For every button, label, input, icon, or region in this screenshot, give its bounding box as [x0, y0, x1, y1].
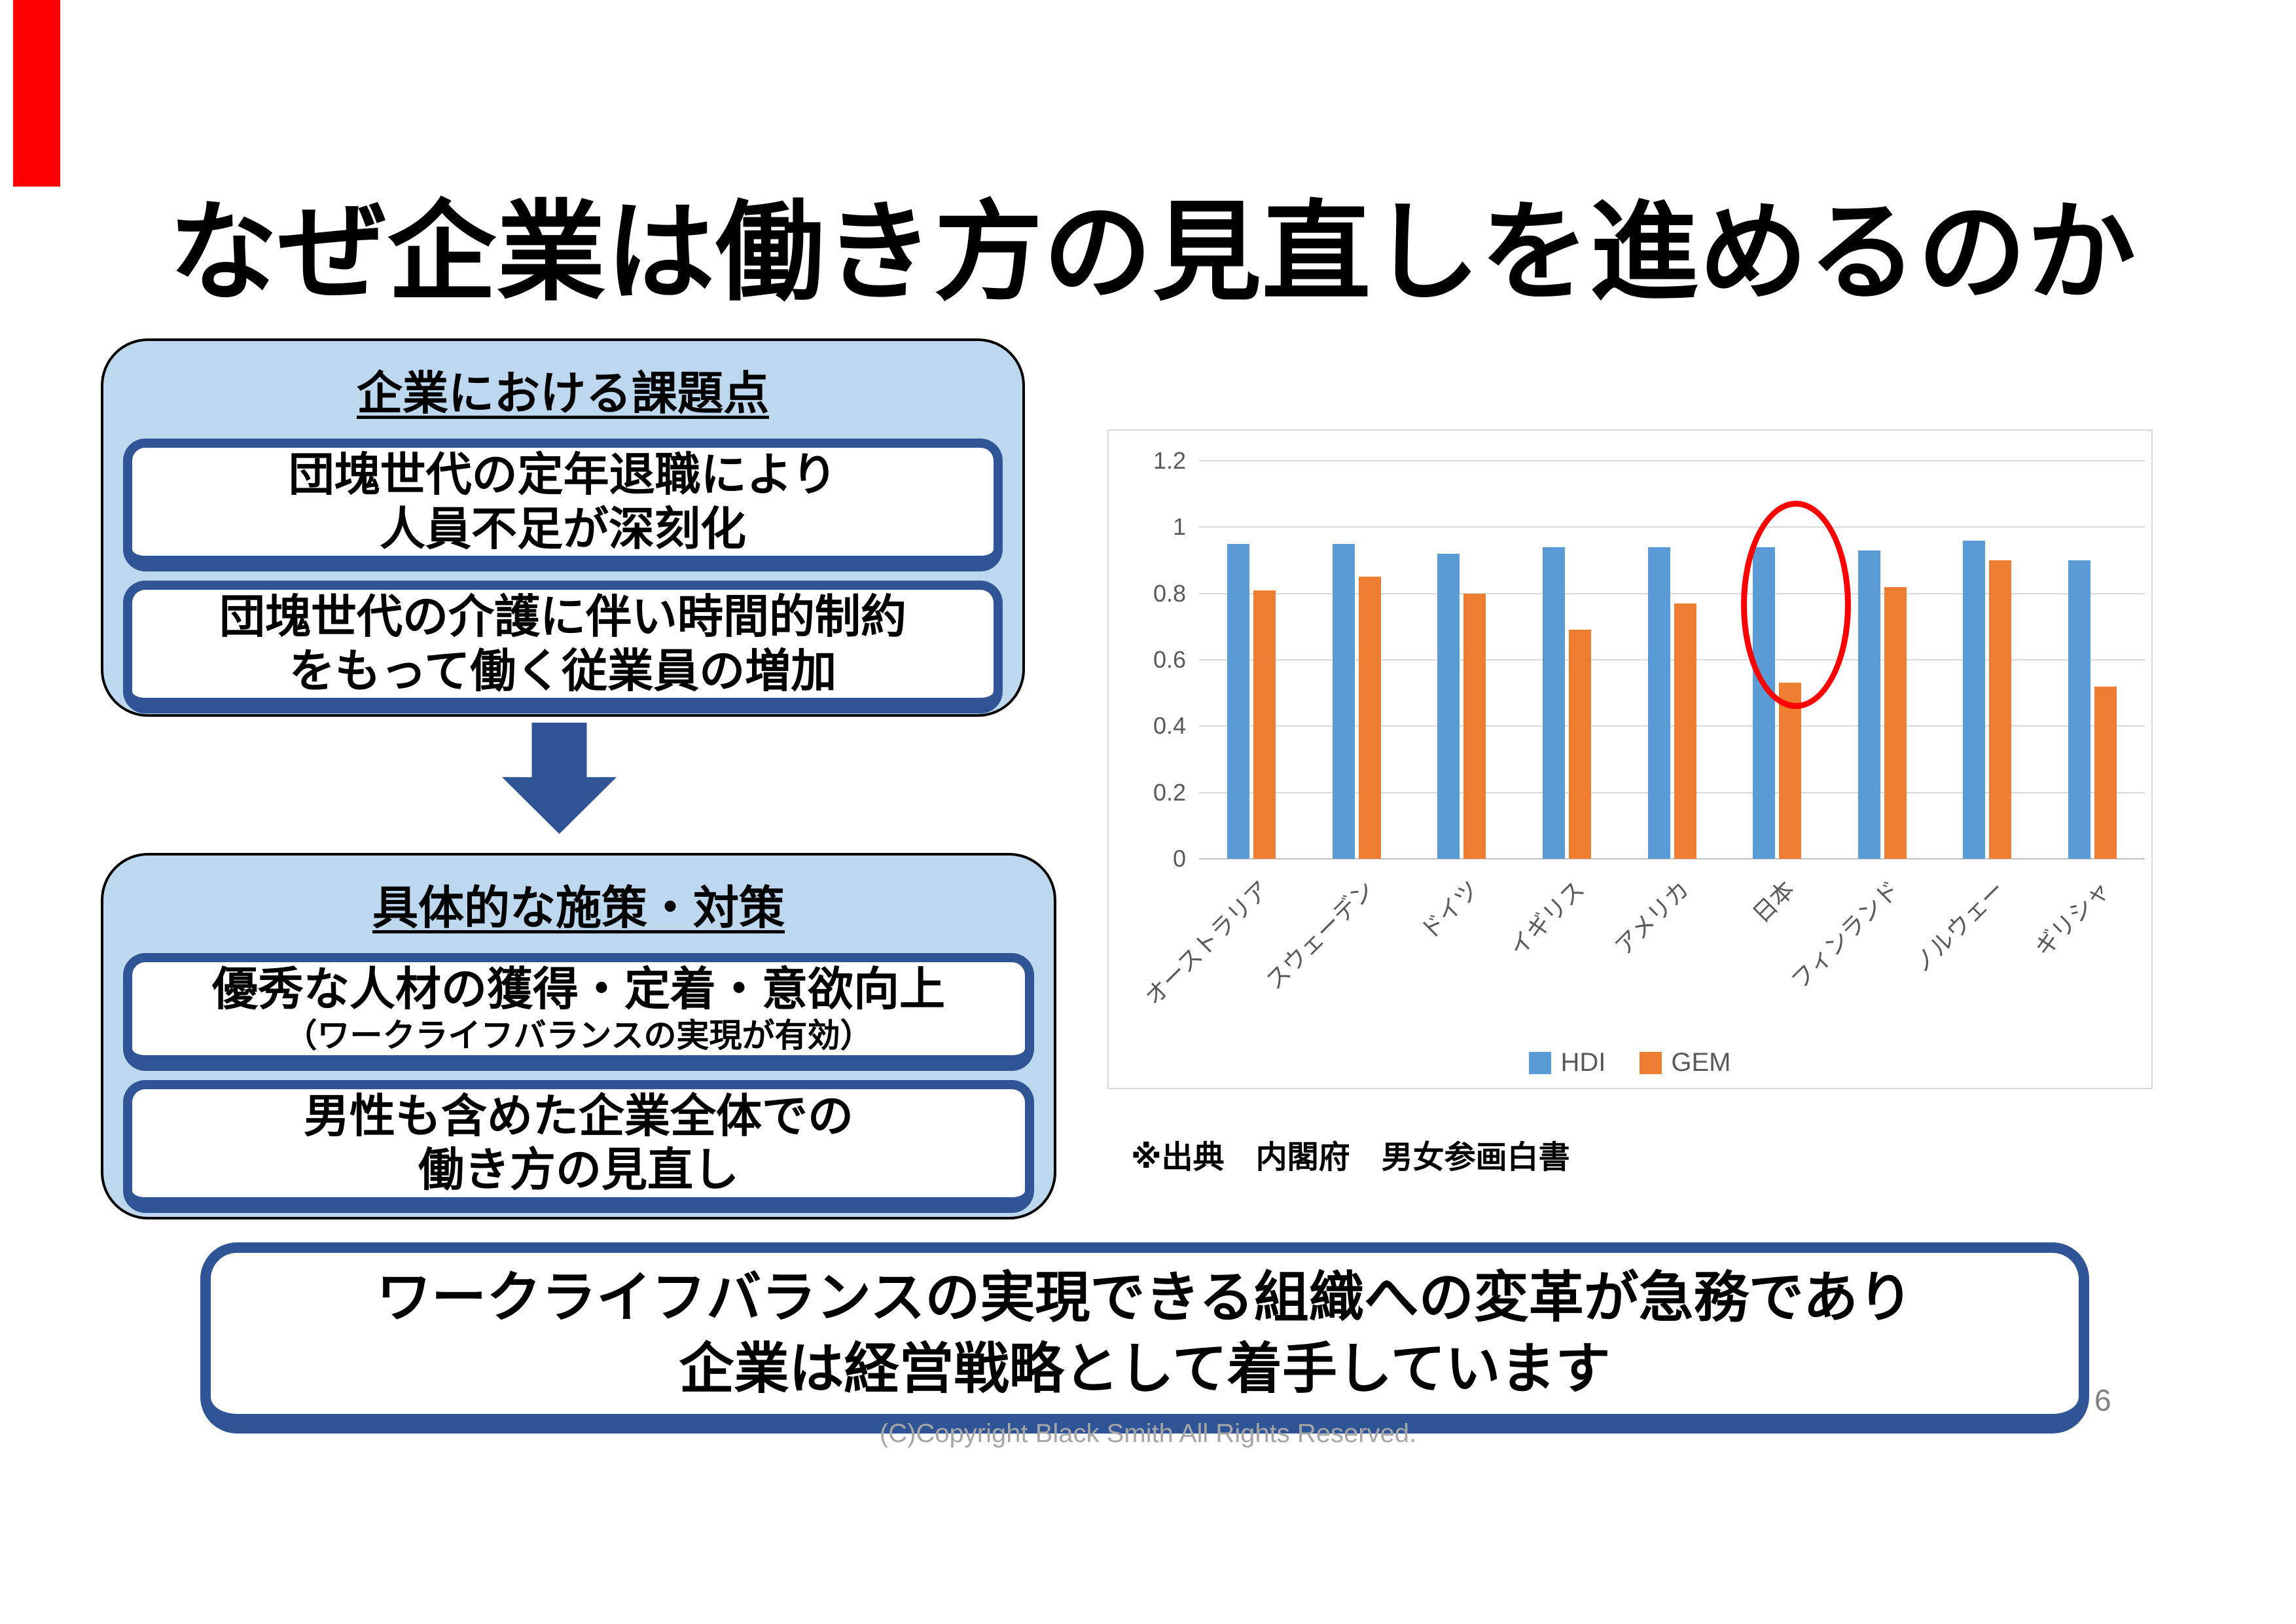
- measure-item-talent-line2: （ワークライフバランスの実現が有効）: [284, 1017, 873, 1054]
- chart-source-note: ※出典 内閣府 男女参画白書: [1131, 1140, 1570, 1175]
- bar-group-オーストラリア: オーストラリア: [1139, 461, 1304, 1011]
- page-title: なぜ企業は働き方の見直しを進めるのか: [169, 192, 2136, 314]
- y-axis-tick-0.4: 0.4: [1153, 712, 1186, 740]
- issue-item-caregiving-line1: 団塊世代の介護に伴い時間的制約: [219, 591, 906, 643]
- legend-item-hdi: HDI: [1529, 1048, 1605, 1077]
- issues-panel-header: 企業における課題点: [357, 368, 769, 419]
- y-axis-tick-1.2: 1.2: [1153, 447, 1186, 474]
- measures-panel-header: 具体的な施策・対策: [372, 882, 785, 933]
- issue-item-retirement: 団塊世代の定年退職により 人員不足が深刻化: [123, 439, 1003, 572]
- bar-group-アメリカ: アメリカ: [1610, 461, 1725, 960]
- bar-group-ギリシャ: ギリシャ: [2030, 461, 2145, 961]
- issue-item-caregiving-line2: をもって働く従業員の増加: [289, 645, 837, 696]
- y-axis-tick-0.6: 0.6: [1153, 646, 1186, 673]
- down-arrow-icon: [502, 723, 617, 834]
- bar-gem-ギリシャ: [2094, 686, 2117, 859]
- bar-chart-plot-area: 0 0.2 0.4 0.6 0.8 1 1.2 オーストラリア スウェーデン ドイツ イギリス アメリ…: [1139, 448, 2145, 1011]
- measures-panel: 具体的な施策・対策 優秀な人材の獲得・定着・意欲向上 （ワークライフバランスの実…: [101, 853, 1056, 1219]
- bar-groups: オーストラリア スウェーデン ドイツ イギリス アメリカ 日本 フィンランド ノルウェー ギリシ…: [1139, 461, 2145, 1011]
- gridline-1: [1199, 526, 2145, 528]
- bar-hdi-オーストラリア: [1227, 543, 1250, 859]
- legend-swatch-gem: [1640, 1051, 1662, 1074]
- chart-legend: HDI GEM: [1109, 1048, 2151, 1077]
- y-axis-tick-0.8: 0.8: [1153, 579, 1186, 607]
- bar-hdi-ノルウェー: [1963, 540, 1986, 859]
- legend-swatch-hdi: [1529, 1051, 1552, 1074]
- red-corner-marker: [13, 0, 60, 187]
- highlight-ellipse: [1741, 501, 1852, 710]
- bar-gem-スウェーデン: [1358, 577, 1381, 859]
- bar-gem-ノルウェー: [1989, 560, 2012, 859]
- y-axis-tick-1: 1: [1172, 513, 1186, 541]
- bar-hdi-ドイツ: [1437, 553, 1460, 859]
- gridline-0.4: [1199, 725, 2145, 727]
- x-axis-label-ドイツ: ドイツ: [1415, 875, 1485, 945]
- bar-hdi-ギリシャ: [2068, 560, 2090, 859]
- y-axis-tick-0.2: 0.2: [1153, 778, 1186, 806]
- conclusion-box: ワークライフバランスの実現できる組織への変革が急務であり 企業は経営戦略として着…: [200, 1242, 2089, 1434]
- measure-item-workstyle-line2: 働き方の見直し: [418, 1144, 739, 1196]
- issue-item-retirement-line2: 人員不足が深刻化: [380, 503, 746, 554]
- x-axis-label-イギリス: イギリス: [1503, 875, 1590, 962]
- bar-group-ノルウェー: ノルウェー: [1908, 461, 2040, 978]
- bar-group-フィンランド: フィンランド: [1786, 461, 1935, 994]
- gridline-0: [1199, 858, 2145, 859]
- x-axis-label-ノルウェー: ノルウェー: [1907, 875, 2010, 978]
- gridline-0.6: [1199, 659, 2145, 660]
- issues-panel: 企業における課題点 団塊世代の定年退職により 人員不足が深刻化 団塊世代の介護に…: [101, 338, 1025, 717]
- bar-hdi-スウェーデン: [1332, 543, 1355, 859]
- legend-label-gem: GEM: [1671, 1048, 1731, 1077]
- bar-gem-アメリカ: [1674, 603, 1696, 859]
- y-axis-tick-0: 0: [1172, 845, 1186, 872]
- page-number: 6: [2094, 1383, 2111, 1417]
- bar-group-スウェーデン: スウェーデン: [1261, 461, 1410, 994]
- bar-gem-オーストラリア: [1253, 590, 1276, 859]
- x-axis-label-スウェーデン: スウェーデン: [1260, 875, 1380, 995]
- x-axis-label-日本: 日本: [1747, 875, 1800, 928]
- bar-group-イギリス: イギリス: [1504, 461, 1620, 961]
- chart-panel: 0 0.2 0.4 0.6 0.8 1 1.2 オーストラリア スウェーデン ドイツ イギリス アメリ…: [1107, 429, 2153, 1089]
- x-axis-label-ギリシャ: ギリシャ: [2029, 875, 2115, 962]
- conclusion-line2: 企業は経営戦略として着手しています: [679, 1338, 1611, 1399]
- x-axis-label-オーストラリア: オーストラリア: [1139, 875, 1274, 1011]
- bar-gem-日本: [1779, 683, 1802, 859]
- measure-item-talent: 優秀な人材の獲得・定着・意欲向上 （ワークライフバランスの実現が有効）: [123, 953, 1034, 1071]
- measure-item-workstyle-line1: 男性も含めた企業全体での: [304, 1090, 853, 1142]
- gridline-0.8: [1199, 592, 2145, 594]
- bar-hdi-アメリカ: [1647, 547, 1670, 859]
- measure-item-workstyle: 男性も含めた企業全体での 働き方の見直し: [123, 1079, 1034, 1213]
- bar-group-日本: 日本: [1725, 461, 1852, 928]
- bar-hdi-イギリス: [1542, 547, 1565, 859]
- bar-hdi-フィンランド: [1857, 550, 1880, 859]
- measure-item-talent-line1: 優秀な人材の獲得・定着・意欲向上: [212, 964, 945, 1015]
- copyright-text: (C)Copyright Black Smith All Rights Rese…: [879, 1419, 1417, 1448]
- legend-label-hdi: HDI: [1560, 1048, 1606, 1077]
- gridline-1.2: [1199, 460, 2145, 461]
- conclusion-line1: ワークライフバランスの実現できる組織への変革が急務であり: [376, 1266, 1913, 1328]
- x-axis-label-フィンランド: フィンランド: [1786, 875, 1905, 994]
- bar-gem-フィンランド: [1884, 586, 1907, 859]
- bar-gem-イギリス: [1568, 630, 1591, 859]
- legend-item-gem: GEM: [1640, 1048, 1731, 1077]
- gridline-0.2: [1199, 791, 2145, 793]
- bar-gem-ドイツ: [1463, 593, 1486, 859]
- issue-item-retirement-line1: 団塊世代の定年退職により: [288, 449, 838, 500]
- bar-group-ドイツ: ドイツ: [1409, 461, 1515, 945]
- issue-item-caregiving: 団塊世代の介護に伴い時間的制約 をもって働く従業員の増加: [123, 581, 1003, 714]
- x-axis-label-アメリカ: アメリカ: [1609, 875, 1695, 961]
